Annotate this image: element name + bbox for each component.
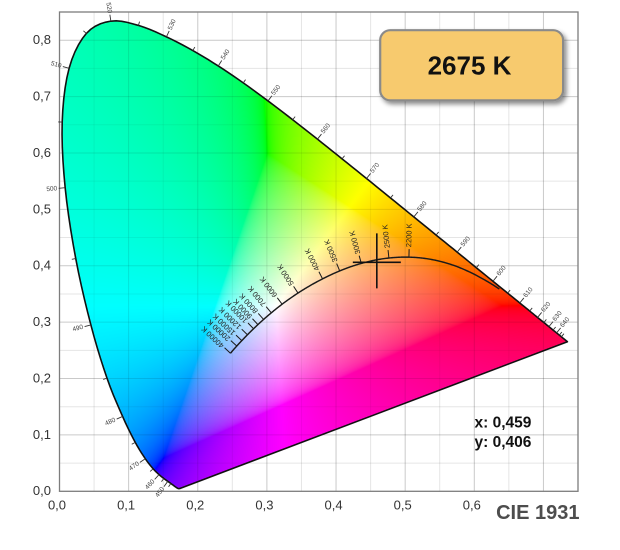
- svg-text:610: 610: [522, 286, 535, 299]
- svg-text:0,8: 0,8: [33, 32, 51, 47]
- svg-text:580: 580: [416, 200, 429, 213]
- svg-text:520: 520: [104, 2, 113, 14]
- svg-text:640: 640: [559, 316, 571, 329]
- svg-text:0,2: 0,2: [186, 498, 204, 513]
- svg-text:550: 550: [270, 84, 282, 97]
- svg-text:2675 K: 2675 K: [428, 51, 512, 81]
- svg-text:0,3: 0,3: [33, 314, 51, 329]
- svg-text:0,7: 0,7: [33, 89, 51, 104]
- svg-text:2200 K: 2200 K: [404, 223, 414, 247]
- svg-text:480: 480: [104, 417, 117, 428]
- svg-text:0,1: 0,1: [33, 427, 51, 442]
- svg-text:2500 K: 2500 K: [380, 224, 391, 249]
- svg-text:CIE 1931: CIE 1931: [496, 502, 579, 524]
- svg-text:530: 530: [167, 18, 178, 31]
- svg-text:0,2: 0,2: [33, 370, 51, 385]
- svg-text:450: 450: [154, 486, 166, 499]
- svg-text:500: 500: [46, 185, 58, 193]
- svg-text:0,6: 0,6: [463, 498, 481, 513]
- svg-text:0,1: 0,1: [117, 498, 135, 513]
- svg-text:0,0: 0,0: [33, 483, 51, 498]
- svg-text:510: 510: [50, 60, 63, 70]
- svg-text:0,4: 0,4: [33, 258, 51, 273]
- svg-text:0,4: 0,4: [324, 498, 342, 513]
- svg-text:560: 560: [320, 122, 332, 135]
- svg-text:x: 0,459: x: 0,459: [475, 415, 532, 432]
- svg-text:0,5: 0,5: [394, 498, 412, 513]
- svg-text:0,0: 0,0: [48, 498, 66, 513]
- svg-text:620: 620: [540, 300, 553, 313]
- svg-text:0,6: 0,6: [33, 145, 51, 160]
- svg-text:5000 K: 5000 K: [275, 263, 296, 288]
- svg-text:540: 540: [220, 48, 232, 61]
- svg-text:0,5: 0,5: [33, 201, 51, 216]
- svg-text:460: 460: [144, 478, 157, 491]
- svg-text:4000 K: 4000 K: [303, 247, 322, 272]
- svg-text:470: 470: [128, 460, 141, 472]
- svg-text:490: 490: [72, 324, 85, 334]
- svg-text:y: 0,406: y: 0,406: [475, 434, 532, 451]
- svg-text:0,3: 0,3: [255, 498, 273, 513]
- svg-text:3500 K: 3500 K: [322, 238, 339, 263]
- svg-text:3000 K: 3000 K: [347, 230, 362, 255]
